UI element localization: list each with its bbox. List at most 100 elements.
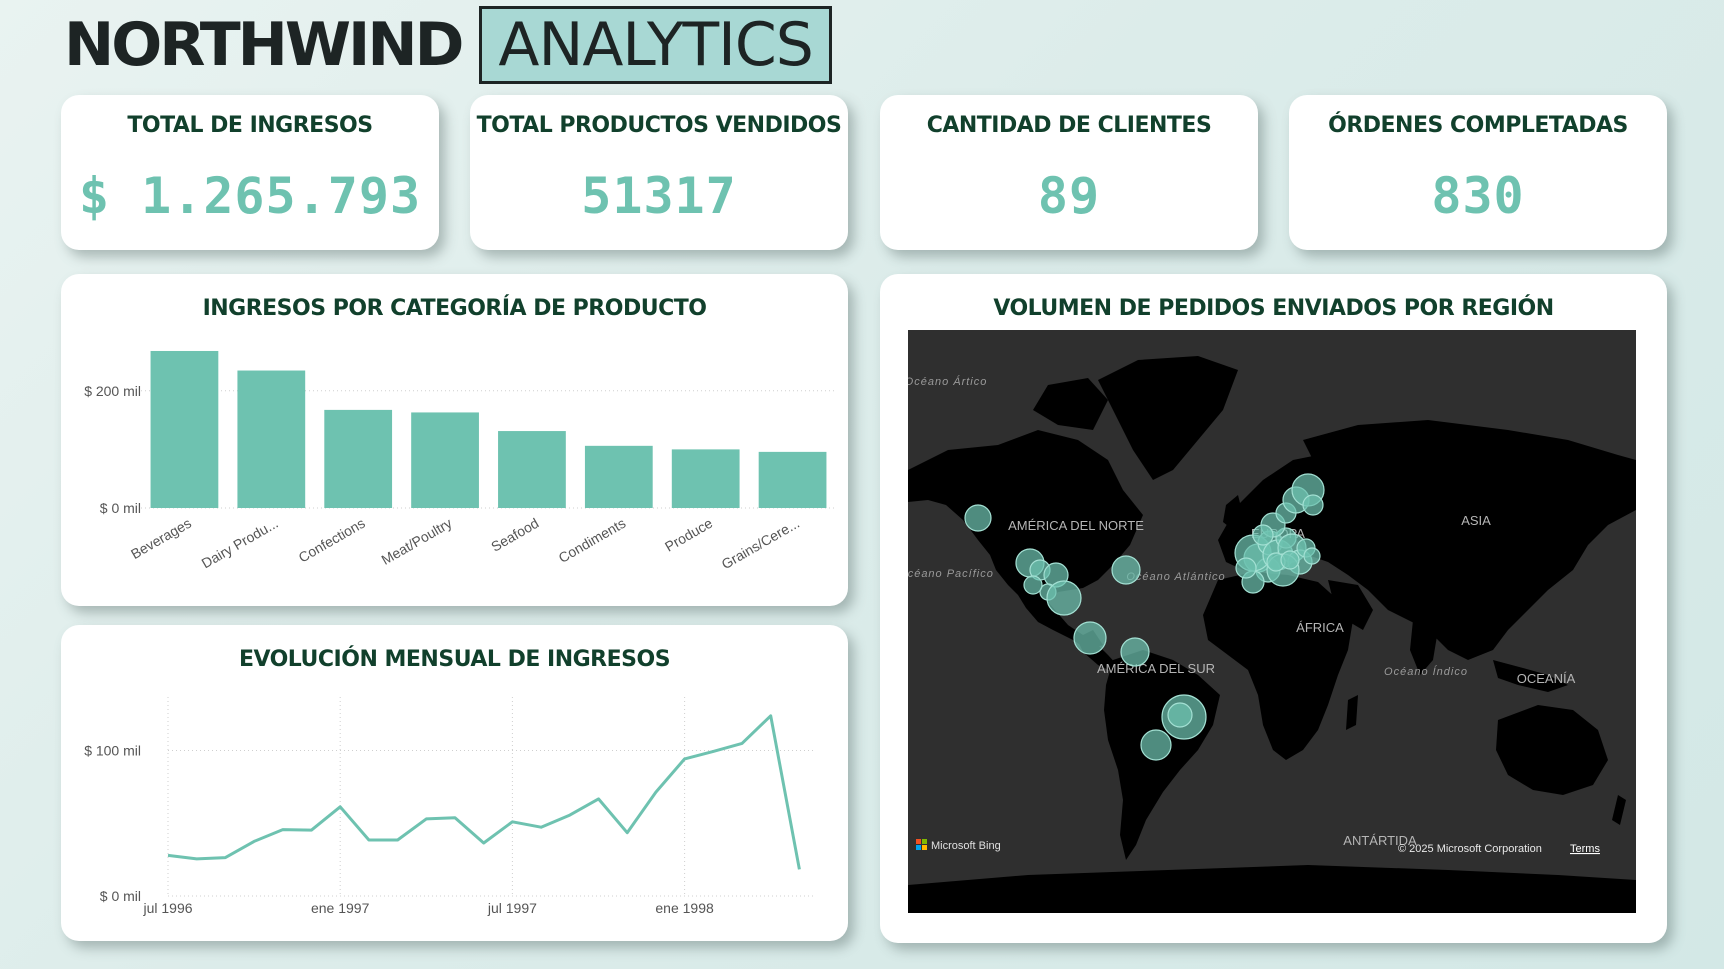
line-chart[interactable]: $ 0 mil $ 100 mil jul 1996 ene 1997 jul 1997… — [61, 625, 848, 941]
revenue-point-1[interactable] — [192, 854, 202, 864]
bar-4[interactable] — [498, 431, 566, 508]
revenue-point-22[interactable] — [794, 864, 804, 874]
line-y-tick-label: $ 0 mil — [100, 888, 141, 904]
kpi-title: CANTIDAD DE CLIENTES — [926, 113, 1212, 138]
order-bubbles — [964, 473, 1325, 761]
world-map[interactable]: Océano Ártico Océano Pacífico Océano Atl… — [908, 330, 1636, 913]
label-north-america: AMÉRICA DEL NORTE — [1008, 518, 1144, 533]
kpi-card-productos-vendidos[interactable]: TOTAL PRODUCTOS VENDIDOS 51317 — [470, 95, 848, 250]
world-map-canvas[interactable]: Océano Ártico Océano Pacífico Océano Atl… — [908, 330, 1636, 913]
bubble — [1140, 729, 1172, 761]
bar-x-tick-label: Grains/Cere... — [719, 515, 802, 572]
bubble — [1280, 550, 1300, 570]
revenue-point-3[interactable] — [249, 836, 259, 846]
revenue-point-16[interactable] — [622, 828, 632, 838]
revenue-point-15[interactable] — [594, 794, 604, 804]
brand-badge: ANALYTICS — [479, 6, 832, 84]
bubble — [1167, 702, 1193, 728]
revenue-point-12[interactable] — [507, 817, 517, 827]
map-provider-text: Microsoft Bing — [931, 840, 1001, 852]
bubble — [1120, 637, 1150, 667]
revenue-point-4[interactable] — [278, 825, 288, 835]
bar-chart[interactable]: $ 0 mil $ 200 mil Beverages Dairy Produ... C… — [61, 274, 848, 606]
kpi-title: TOTAL DE INGRESOS — [127, 113, 373, 138]
revenue-point-5[interactable] — [307, 825, 317, 835]
revenue-point-9[interactable] — [421, 814, 431, 824]
bar-x-tick-label: Beverages — [128, 515, 194, 562]
bar-x-tick-label: Condiments — [556, 515, 629, 566]
line-x-tick-label: ene 1997 — [311, 900, 370, 916]
line-y-tick-label: $ 100 mil — [84, 742, 141, 758]
kpi-title: ÓRDENES COMPLETADAS — [1328, 113, 1628, 138]
revenue-line[interactable] — [167, 714, 801, 870]
label-indian: Océano Índico — [1384, 665, 1468, 678]
kpi-card-ordenes-completadas[interactable]: ÓRDENES COMPLETADAS 830 — [1289, 95, 1667, 250]
land-asia — [1293, 420, 1636, 660]
bubble — [1023, 575, 1043, 595]
revenue-point-7[interactable] — [364, 835, 374, 845]
revenue-point-14[interactable] — [565, 810, 575, 820]
line-x-tick-label: jul 1996 — [142, 900, 192, 916]
bar-3[interactable] — [411, 412, 479, 508]
label-south-america: AMÉRICA DEL SUR — [1097, 661, 1215, 676]
bar-5[interactable] — [584, 445, 653, 508]
kpi-title: TOTAL PRODUCTOS VENDIDOS — [476, 113, 842, 138]
bar-chart-card[interactable]: INGRESOS POR CATEGORÍA DE PRODUCTO $ 0 m… — [61, 274, 848, 606]
bubble — [1073, 621, 1107, 655]
bubble — [1235, 557, 1257, 579]
revenue-point-0[interactable] — [163, 850, 173, 860]
brand-badge-text: ANALYTICS — [498, 10, 813, 80]
map-terms-link[interactable]: Terms — [1570, 843, 1600, 855]
bar-2[interactable] — [324, 409, 393, 508]
land-arabia-india — [1328, 580, 1438, 675]
revenue-point-6[interactable] — [335, 802, 345, 812]
label-atlantic: Océano Atlántico — [1126, 571, 1225, 583]
revenue-point-21[interactable] — [766, 711, 776, 721]
line-chart-card[interactable]: EVOLUCIÓN MENSUAL DE INGRESOS $ 0 mil $ 1… — [61, 625, 848, 941]
revenue-point-20[interactable] — [737, 738, 747, 748]
bar-7[interactable] — [758, 451, 827, 508]
revenue-point-13[interactable] — [536, 822, 546, 832]
brand-logo: NORTHWIND ANALYTICS — [64, 6, 832, 84]
land-australia — [1496, 705, 1608, 795]
label-arctic: Océano Ártico — [908, 375, 987, 388]
bar-1[interactable] — [237, 370, 306, 508]
land-africa — [1203, 572, 1353, 760]
land-uk — [1223, 495, 1243, 530]
bar-x-tick-label: Seafood — [488, 515, 541, 555]
bar-y-tick-label: $ 200 mil — [84, 383, 141, 399]
bubble — [1046, 580, 1082, 616]
label-pacific: Océano Pacífico — [908, 568, 994, 580]
land-arctic-islands — [1033, 378, 1108, 430]
revenue-point-10[interactable] — [450, 813, 460, 823]
land-greenland — [1098, 356, 1238, 480]
kpi-value: 830 — [1431, 167, 1525, 225]
bubble — [964, 504, 992, 532]
kpi-card-total-ingresos[interactable]: TOTAL DE INGRESOS $ 1.265.793 — [61, 95, 439, 250]
bar-0[interactable] — [150, 350, 219, 508]
map-provider-logo: Microsoft Bing — [916, 839, 1001, 852]
line-x-tick-label: ene 1998 — [655, 900, 714, 916]
bar-x-tick-label: Confections — [296, 515, 368, 566]
map-title: VOLUMEN DE PEDIDOS ENVIADOS POR REGIÓN — [993, 296, 1554, 321]
bubble — [1303, 547, 1321, 565]
bubble — [1302, 494, 1324, 516]
kpi-card-cantidad-clientes[interactable]: CANTIDAD DE CLIENTES 89 — [880, 95, 1258, 250]
land-masses — [908, 356, 1636, 913]
revenue-point-19[interactable] — [708, 746, 718, 756]
revenue-point-2[interactable] — [220, 853, 230, 863]
land-north-america — [908, 430, 1143, 650]
line-x-tick-label: jul 1997 — [487, 900, 537, 916]
kpi-value: $ 1.265.793 — [78, 167, 422, 225]
bar-6[interactable] — [671, 449, 740, 508]
label-oceania: OCEANÍA — [1517, 671, 1576, 686]
bar-x-tick-label: Produce — [662, 515, 715, 555]
revenue-point-11[interactable] — [479, 838, 489, 848]
label-asia: ASIA — [1461, 513, 1491, 528]
revenue-point-18[interactable] — [680, 754, 690, 764]
revenue-point-8[interactable] — [393, 835, 403, 845]
revenue-point-17[interactable] — [651, 787, 661, 797]
land-antarctica — [908, 865, 1636, 913]
land-new-zealand — [1612, 795, 1626, 825]
map-card[interactable]: VOLUMEN DE PEDIDOS ENVIADOS POR REGIÓN — [880, 274, 1667, 943]
